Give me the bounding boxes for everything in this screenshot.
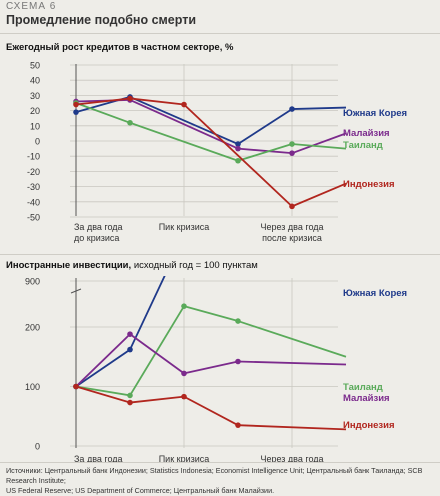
sources-line-1: Источники: Центральный банк Индонезии; S… [6, 466, 423, 485]
y-tick-label: -40 [27, 197, 40, 207]
chart1-title: Ежегодный рост кредитов в частном сектор… [6, 42, 234, 53]
data-point-thailand [289, 141, 295, 147]
y-tick-label: -50 [27, 213, 40, 223]
y-tick-label: -30 [27, 182, 40, 192]
data-point-indonesia [73, 383, 79, 390]
data-point-malaysia [127, 331, 133, 337]
series-line-malaysia [75, 333, 347, 388]
data-point-malaysia [289, 150, 295, 156]
y-tick-label: 40 [30, 76, 40, 86]
series-line-indonesia [75, 97, 347, 208]
series-label-indonesia: Индонезия [343, 179, 395, 190]
y-tick-label: 50 [30, 61, 40, 71]
chart1-credit-growth: 50 40 30 20 10 0 -10 -20 -30 -40 -50 За два года до … [27, 61, 407, 244]
data-point-indonesia [127, 399, 133, 406]
data-point-indonesia [235, 422, 241, 428]
series-line-korea [75, 276, 166, 388]
data-point-malaysia [235, 145, 241, 152]
series-line-thailand [75, 305, 347, 397]
series-label-indonesia: Индонезия [343, 420, 395, 431]
data-point-korea [289, 106, 295, 112]
data-point-indonesia [289, 203, 295, 210]
title-divider [0, 33, 440, 34]
data-point-malaysia [181, 370, 187, 377]
data-point-indonesia [127, 95, 133, 102]
sources-note: Источники: Центральный банк Индонезии; S… [6, 466, 434, 496]
data-point-thailand [235, 318, 241, 324]
data-point-indonesia [181, 101, 187, 108]
data-point-thailand [235, 157, 241, 164]
x-tick-label: Пик кризиса [159, 454, 210, 462]
data-point-korea [235, 141, 241, 147]
chart2-title: Иностранные инвестиции, исходный год = 1… [6, 260, 258, 271]
data-point-korea [127, 346, 133, 353]
series-label-malaysia: Малайзия [343, 128, 390, 139]
x-tick-label: Пик кризиса [159, 222, 210, 232]
schema-label: СХЕМА 6 [6, 1, 57, 12]
y-tick-label: 10 [30, 121, 40, 131]
y-tick-label: 0 [35, 137, 40, 147]
data-point-thailand [127, 392, 133, 399]
page-title: Промедление подобно смерти [6, 13, 197, 27]
series-label-korea: Южная Корея [343, 108, 407, 119]
series-label-thailand: Таиланд [343, 140, 383, 151]
data-point-thailand [127, 119, 133, 126]
footer-divider [0, 462, 440, 463]
y-tick-label: 20 [30, 106, 40, 116]
data-point-korea [73, 109, 79, 115]
y-tick-label: -10 [27, 152, 40, 162]
y-tick-label: 0 [35, 442, 40, 452]
sources-line-2: US Federal Reserve; US Department of Com… [6, 486, 275, 495]
data-point-indonesia [73, 101, 79, 108]
y-tick-label: -20 [27, 167, 40, 177]
y-tick-label: 100 [25, 382, 40, 392]
series-label-malaysia: Малайзия [343, 393, 390, 404]
data-point-malaysia [235, 358, 241, 365]
y-tick-label: 200 [25, 323, 40, 333]
data-point-thailand [181, 303, 187, 309]
series-label-korea: Южная Корея [343, 288, 407, 299]
y-tick-label: 30 [30, 91, 40, 101]
chart-divider [0, 254, 440, 255]
y-tick-label: 900 [25, 277, 40, 287]
data-point-indonesia [181, 393, 187, 400]
series-label-thailand: Таиланд [343, 382, 383, 393]
